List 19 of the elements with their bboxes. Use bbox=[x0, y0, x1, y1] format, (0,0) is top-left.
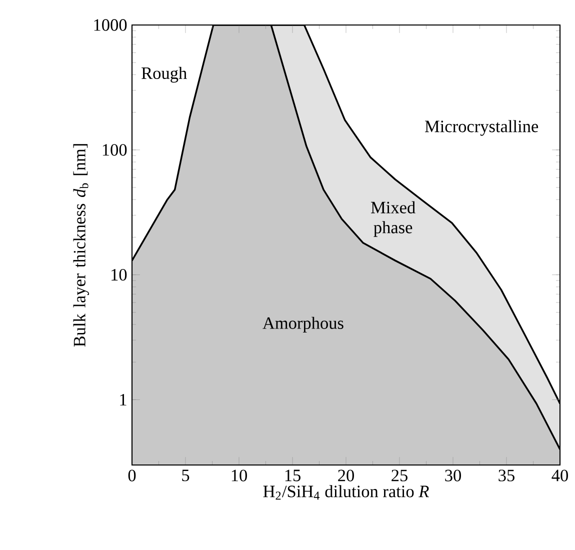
y-axis-title: Bulk layer thickness d$_{b}$ [nm] bbox=[73, 144, 89, 347]
annotation: Microcrystalline bbox=[425, 120, 538, 136]
y-tick-label: 10 bbox=[112, 268, 127, 281]
annotation: Amorphous bbox=[262, 316, 344, 332]
x-tick-label: 0 bbox=[128, 470, 136, 482]
x-tick-label: 30 bbox=[445, 470, 461, 482]
y-tick-label: 100 bbox=[102, 144, 127, 156]
annotation: Rough bbox=[142, 66, 187, 83]
x-tick-label: 5 bbox=[182, 470, 190, 482]
x-tick-label: 40 bbox=[552, 470, 568, 482]
x-tick-label: 15 bbox=[285, 470, 300, 482]
x-tick-label: 20 bbox=[338, 470, 354, 482]
x-axis-title: H$_{2}$/SiH$_{4}$ dilution ratio R bbox=[263, 485, 429, 500]
annotation: Mixed phase bbox=[371, 201, 416, 237]
y-tick-label: 1000 bbox=[94, 19, 127, 31]
x-tick-label: 25 bbox=[392, 470, 408, 482]
x-tick-label: 35 bbox=[498, 470, 514, 482]
y-tick-label: 1 bbox=[120, 394, 126, 406]
x-tick-label: 10 bbox=[232, 470, 247, 482]
